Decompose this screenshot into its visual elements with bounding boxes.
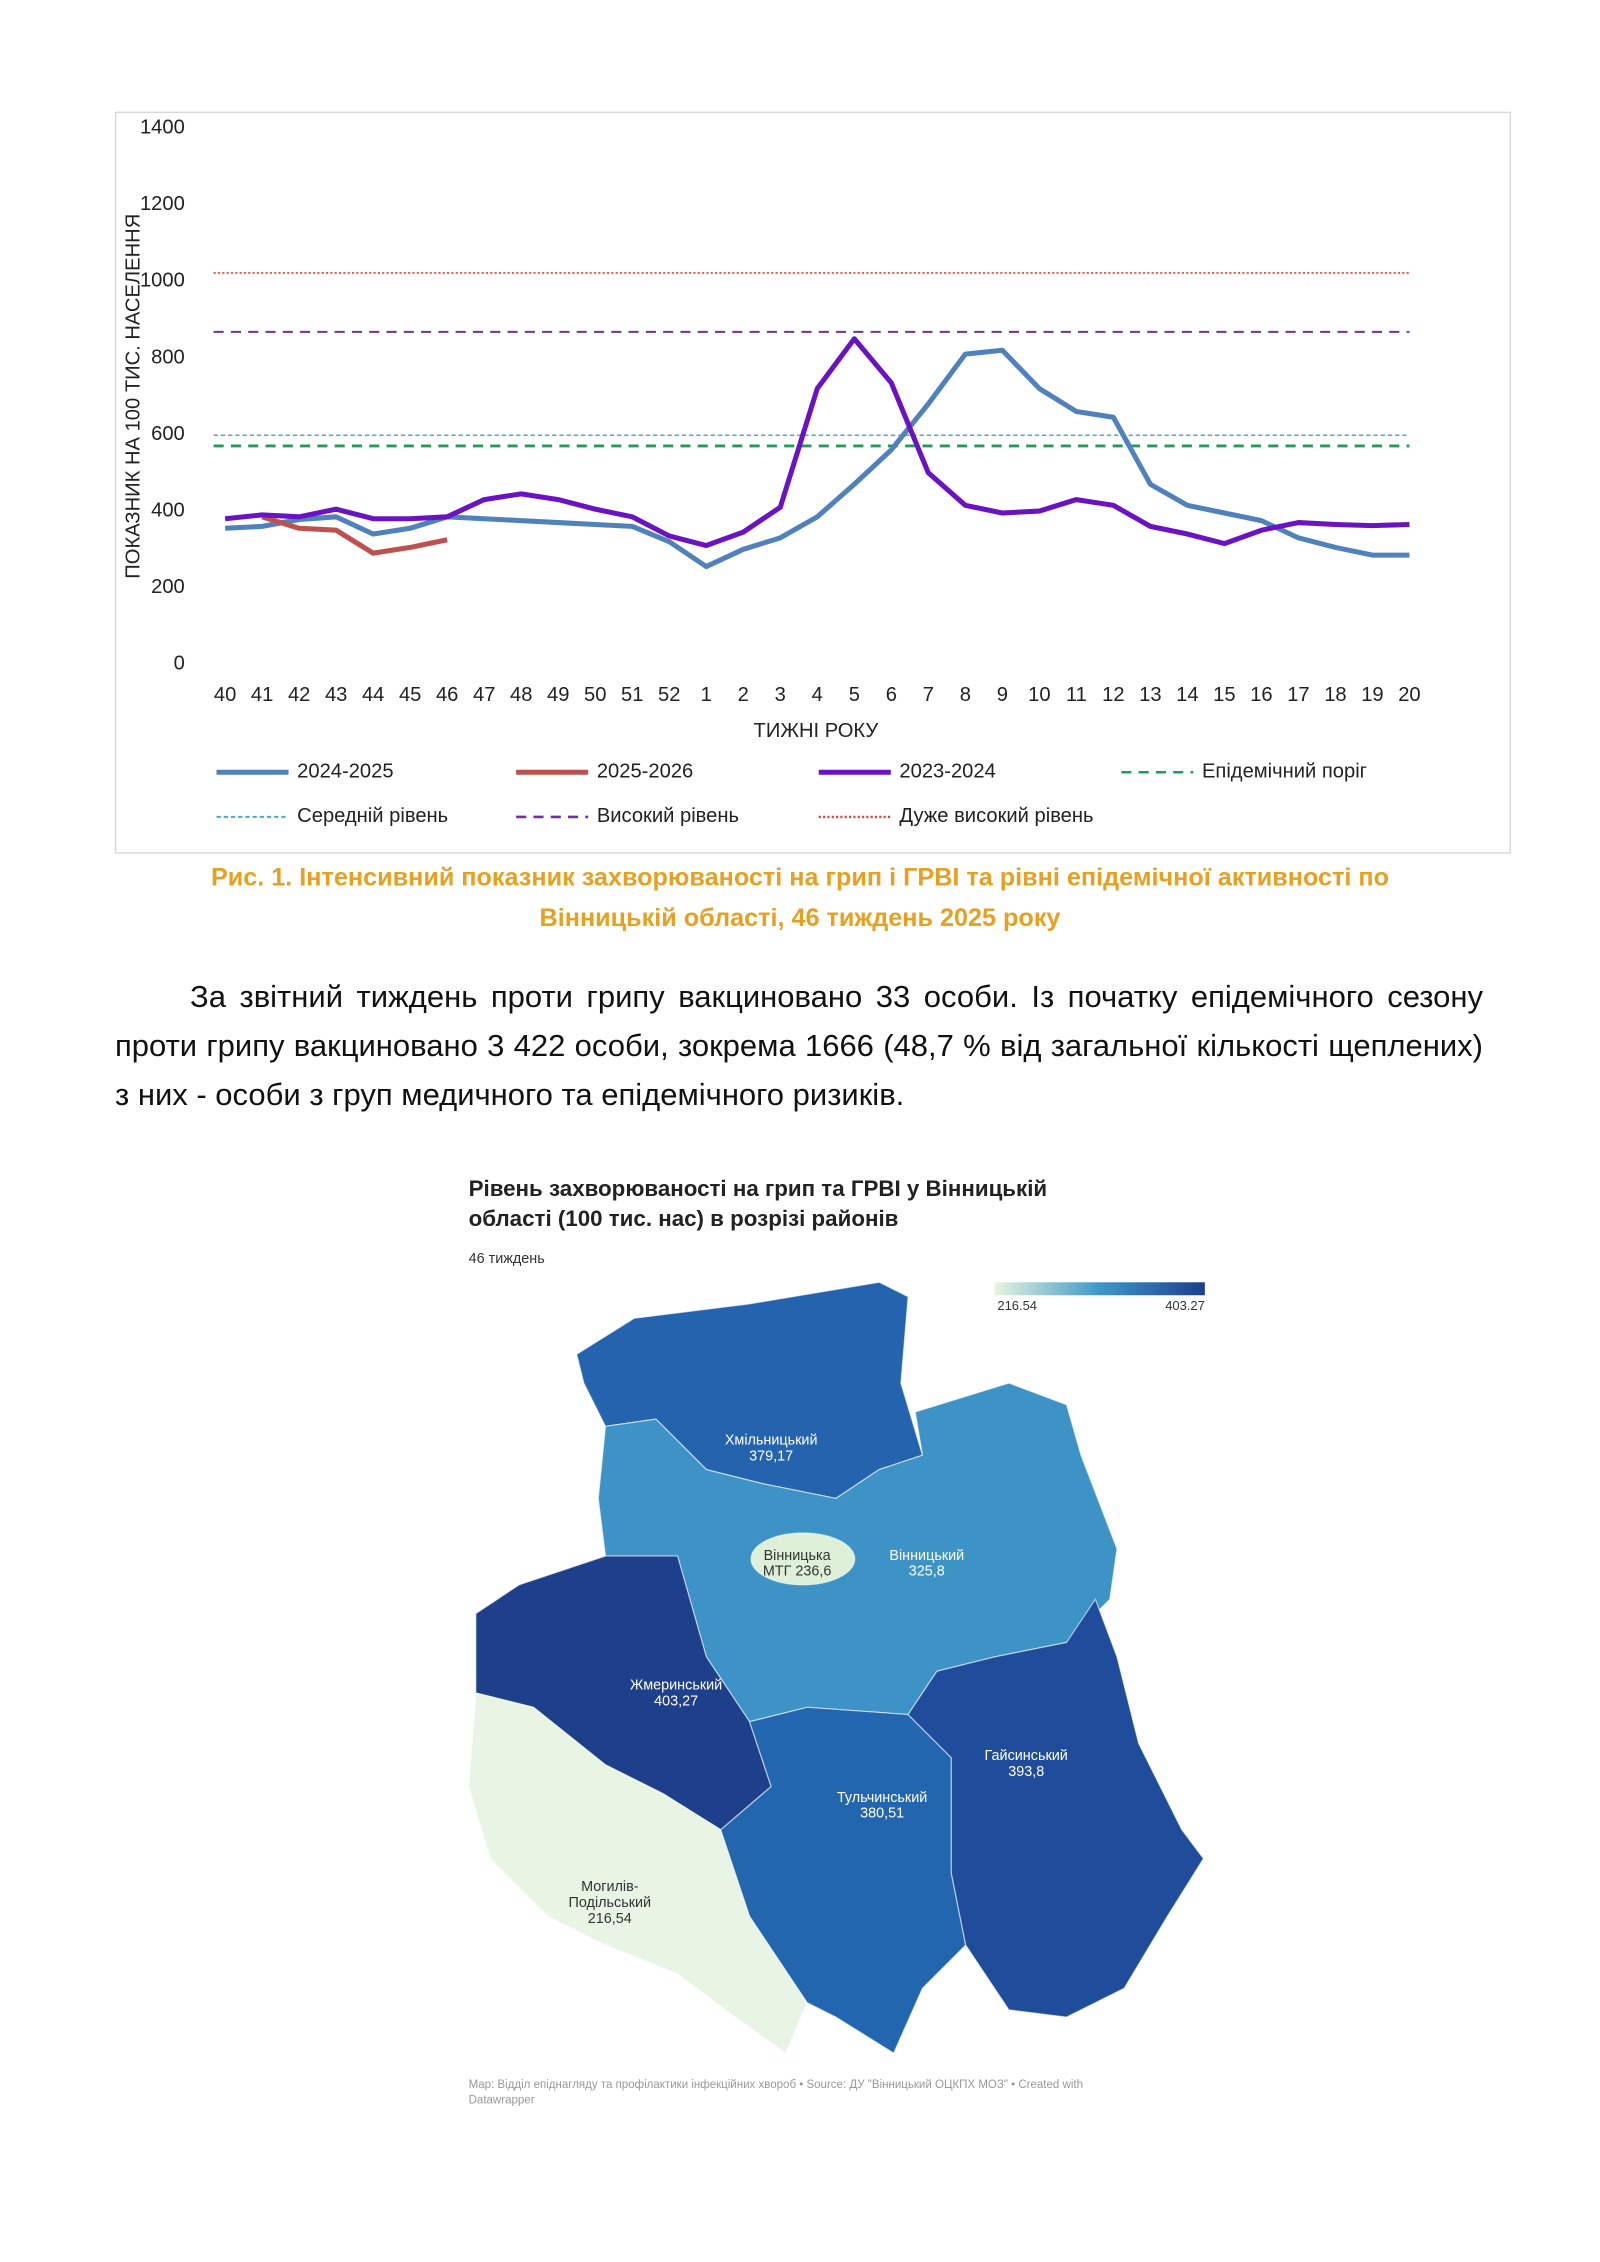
- x-tick-label: 42: [288, 684, 310, 706]
- x-tick-label: 44: [362, 684, 384, 706]
- region-label: 380,51: [860, 1806, 904, 1822]
- map-title: Рівень захворюваності на грип та ГРВІ у …: [469, 1176, 1048, 1201]
- y-tick-label: 1200: [140, 193, 185, 215]
- region-label: 325,8: [909, 1564, 945, 1580]
- y-axis-label: ПОКАЗНИК НА 100 ТИС. НАСЕЛЕННЯ: [123, 214, 145, 579]
- x-tick-label: 12: [1102, 684, 1124, 706]
- chart-frame: [114, 111, 1512, 854]
- paragraph: За звітний тиждень проти грипу вакцинова…: [115, 979, 1483, 1112]
- region-label: Гайсинський: [985, 1748, 1068, 1764]
- region-label: Вінницький: [889, 1548, 964, 1564]
- x-tick-label: 5: [849, 684, 860, 706]
- region: [907, 1597, 1205, 2018]
- x-tick-label: 50: [584, 684, 606, 706]
- region-label: 403,27: [654, 1693, 698, 1709]
- y-tick-label: 0: [174, 653, 185, 675]
- y-tick-label: 400: [151, 499, 185, 521]
- map-legend-gradient: [994, 1282, 1205, 1296]
- x-tick-label: 51: [621, 684, 643, 706]
- x-tick-label: 52: [658, 684, 680, 706]
- legend-label: 2025-2026: [597, 761, 693, 783]
- y-tick-label: 1400: [140, 117, 185, 139]
- x-tick-label: 49: [547, 684, 569, 706]
- x-tick-label: 13: [1139, 684, 1161, 706]
- legend-label: Епідемічний поріг: [1202, 761, 1367, 783]
- x-tick-label: 48: [510, 684, 532, 706]
- x-tick-label: 6: [886, 684, 897, 706]
- region-label: Хмільницький: [725, 1433, 818, 1449]
- map-subtitle: 46 тиждень: [469, 1251, 545, 1267]
- x-tick-label: 20: [1398, 684, 1420, 706]
- series-line: [224, 336, 1410, 549]
- map-legend-min: 216.54: [997, 1298, 1037, 1313]
- x-tick-label: 15: [1213, 684, 1235, 706]
- series-line: [225, 347, 1410, 570]
- region-label: 393,8: [1008, 1764, 1044, 1780]
- legend-label: Середній рівень: [297, 805, 448, 827]
- caption: Рис. 1. Інтенсивний показник захворювано…: [211, 864, 1389, 892]
- x-tick-label: 3: [775, 684, 786, 706]
- x-tick-label: 10: [1028, 684, 1050, 706]
- map: [468, 1281, 1205, 2054]
- map-title: області (100 тис. нас) в розрізі районів: [469, 1206, 899, 1231]
- region-label: Жмеринський: [630, 1677, 722, 1693]
- series-line: [261, 514, 448, 556]
- x-tick-label: 43: [325, 684, 347, 706]
- y-tick-label: 600: [151, 423, 185, 445]
- map-footer: Datawrapper: [469, 2095, 535, 2107]
- legend-label: 2024-2025: [297, 761, 393, 783]
- region-label: Могилів-: [581, 1879, 639, 1895]
- x-tick-label: 17: [1287, 684, 1309, 706]
- caption: Вінницькій області, 46 тиждень 2025 року: [540, 904, 1061, 932]
- region: [468, 1692, 808, 2054]
- region-label: МТГ 236,6: [763, 1564, 832, 1580]
- x-tick-label: 4: [812, 684, 823, 706]
- x-tick-label: 2: [738, 684, 749, 706]
- region-label: Подільський: [569, 1895, 652, 1911]
- legend-label: Високий рівень: [597, 805, 739, 827]
- legend-label: Дуже високий рівень: [899, 805, 1093, 827]
- y-tick-label: 200: [151, 576, 185, 598]
- region-label: 379,17: [749, 1448, 793, 1464]
- y-tick-label: 1000: [140, 270, 185, 292]
- x-tick-label: 46: [436, 684, 458, 706]
- x-tick-label: 8: [960, 684, 971, 706]
- region-label: Вінницька: [764, 1548, 831, 1564]
- x-tick-label: 45: [399, 684, 421, 706]
- x-tick-label: 9: [997, 684, 1008, 706]
- x-tick-label: 40: [214, 684, 236, 706]
- x-tick-label: 16: [1250, 684, 1272, 706]
- region-label: Тульчинський: [837, 1790, 927, 1806]
- x-tick-label: 14: [1176, 684, 1198, 706]
- y-tick-label: 800: [151, 346, 185, 368]
- x-tick-label: 19: [1361, 684, 1383, 706]
- x-axis-label: ТИЖНІ РОКУ: [754, 720, 879, 742]
- legend-label: 2023-2024: [899, 761, 995, 783]
- x-tick-label: 1: [701, 684, 712, 706]
- region: [750, 1532, 856, 1586]
- x-tick-label: 7: [923, 684, 934, 706]
- map-legend-max: 403.27: [1165, 1298, 1205, 1313]
- region-label: 216,54: [588, 1911, 632, 1927]
- x-tick-label: 11: [1066, 684, 1087, 706]
- x-tick-label: 18: [1324, 684, 1346, 706]
- map-footer: Map: Відділ епіднагляду та профілактики …: [469, 2079, 1083, 2091]
- x-tick-label: 47: [473, 684, 495, 706]
- x-tick-label: 41: [251, 684, 273, 706]
